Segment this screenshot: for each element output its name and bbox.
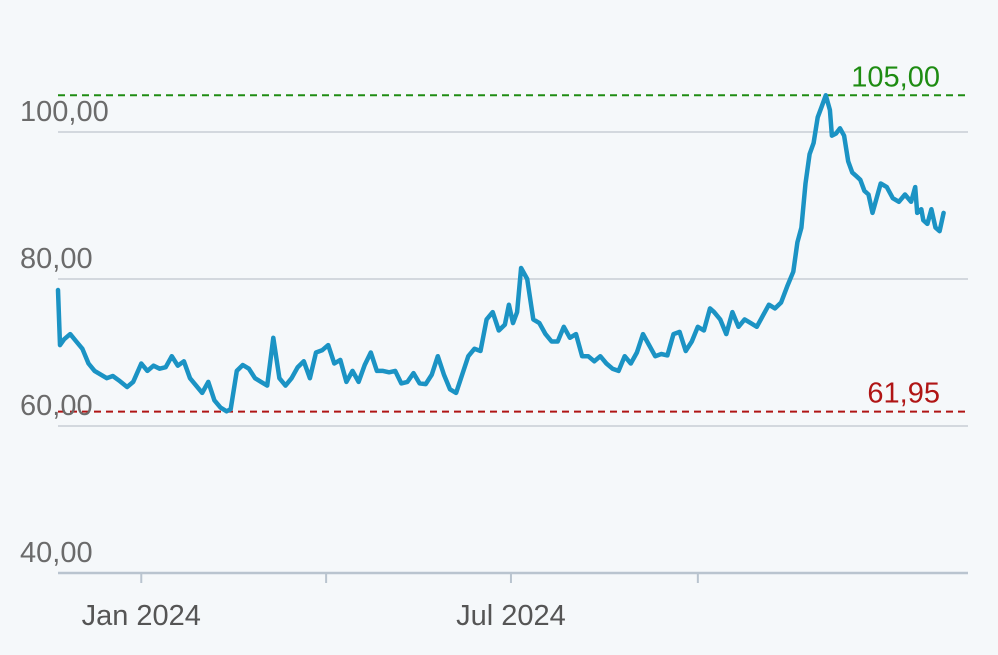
reference-lines <box>58 94 968 413</box>
y-tick-label: 80,00 <box>20 243 93 275</box>
label-layer: 40,00 60,00 80,00 100,00 Jan 2024 Jul 2024 105… <box>20 61 940 632</box>
low-value-label: 61,95 <box>867 378 940 410</box>
series-layer <box>55 93 946 414</box>
price-series-line <box>55 93 946 414</box>
y-tick-label: 100,00 <box>20 96 109 128</box>
y-tick-label: 40,00 <box>20 537 93 569</box>
y-tick-label: 60,00 <box>20 390 93 422</box>
high-value-label: 105,00 <box>851 61 940 93</box>
x-axis <box>58 571 968 583</box>
x-tick-label: Jul 2024 <box>456 600 566 632</box>
x-tick-label: Jan 2024 <box>82 600 201 632</box>
